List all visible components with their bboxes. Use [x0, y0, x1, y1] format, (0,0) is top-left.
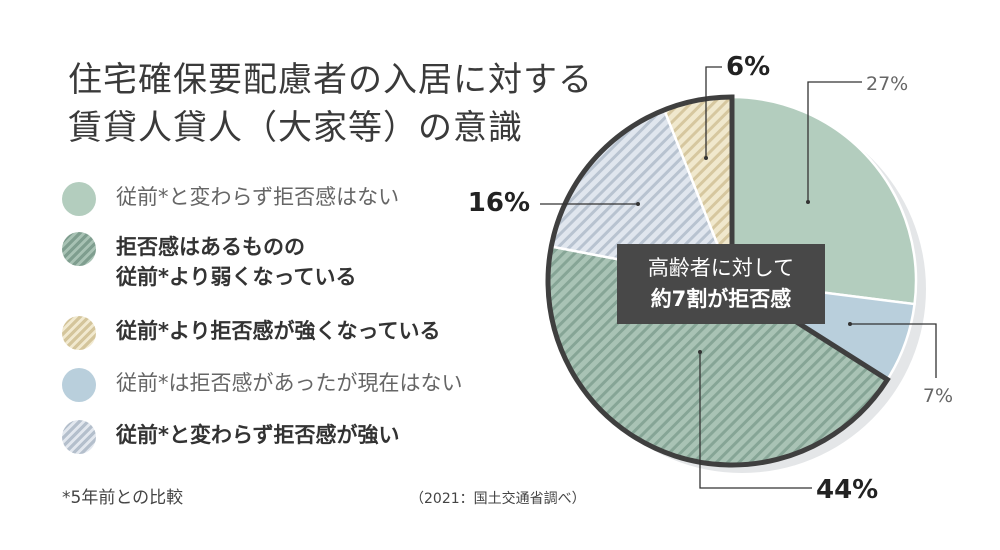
- leader-lines: [540, 66, 937, 489]
- source-note: （2021：国土交通省調べ）: [410, 491, 586, 507]
- footnote: *5年前との比較: [62, 488, 184, 508]
- legend-label-line: 従前*は拒否感があったが現在はない: [116, 371, 463, 395]
- legend-label-line: 従前*と変わらず拒否感が強い: [116, 423, 400, 447]
- legend-label: 従前*と変わらず拒否感が強い: [116, 420, 400, 450]
- chart-title: 住宅確保要配慮者の入居に対する 賃貸人貸人（大家等）の意識: [68, 56, 593, 152]
- slice-label-weakened: 44%: [816, 475, 878, 505]
- callout: 高齢者に対して 約7割が拒否感: [617, 244, 825, 324]
- legend-label: 拒否感はあるものの 従前*より弱くなっている: [116, 232, 357, 292]
- slice-labels: 27% 7% 44% 16% 6%: [468, 52, 953, 505]
- legend-label-line: 従前*と変わらず拒否感はない: [116, 185, 400, 209]
- leader-line-used-to: [850, 323, 937, 378]
- legend-item-used-to: 従前*は拒否感があったが現在はない: [62, 368, 463, 402]
- leader-dot: [848, 322, 852, 326]
- callout-line-2: 約7割が拒否感: [651, 287, 792, 311]
- chart-title-line-2: 賃貸人貸人（大家等）の意識: [68, 108, 523, 148]
- callout-line-1: 高齢者に対して: [648, 256, 794, 280]
- callout-box: [617, 244, 825, 324]
- slice-label-no-refusal: 27%: [866, 73, 908, 95]
- legend-swatch: [62, 182, 96, 216]
- legend-label-line: 従前*より弱くなっている: [116, 265, 357, 289]
- pie-highlight-outline: [545, 94, 891, 468]
- legend-item-stronger: 従前*より拒否感が強くなっている: [62, 316, 441, 350]
- slice-label-used-to: 7%: [923, 385, 953, 407]
- leader-line-weakened: [699, 352, 812, 489]
- leader-dot: [704, 156, 708, 160]
- legend-swatch: [62, 316, 96, 350]
- leader-dot: [698, 350, 702, 354]
- legend-swatch: [62, 232, 96, 266]
- legend-item-weakened: 拒否感はあるものの 従前*より弱くなっている: [62, 232, 357, 292]
- chart-title-line-1: 住宅確保要配慮者の入居に対する: [68, 60, 593, 100]
- legend-swatch: [62, 368, 96, 402]
- legend-item-still-strong: 従前*と変わらず拒否感が強い: [62, 420, 400, 454]
- leader-dot: [636, 202, 640, 206]
- legend-item-no-refusal: 従前*と変わらず拒否感はない: [62, 182, 399, 216]
- leader-line-stronger: [705, 66, 722, 158]
- leader-line-no-refusal: [807, 81, 862, 202]
- slice-label-still-strong: 16%: [468, 188, 530, 218]
- legend-label: 従前*と変わらず拒否感はない: [116, 182, 399, 212]
- legend-label: 従前*は拒否感があったが現在はない: [116, 368, 463, 398]
- legend-swatch: [62, 420, 96, 454]
- legend-label: 従前*より拒否感が強くなっている: [116, 316, 441, 346]
- legend-label-line: 拒否感はあるものの: [116, 235, 305, 259]
- slice-label-stronger: 6%: [726, 52, 770, 82]
- highlight-outline: [545, 94, 891, 468]
- leader-dot: [806, 200, 810, 204]
- legend-label-line: 従前*より拒否感が強くなっている: [116, 319, 441, 343]
